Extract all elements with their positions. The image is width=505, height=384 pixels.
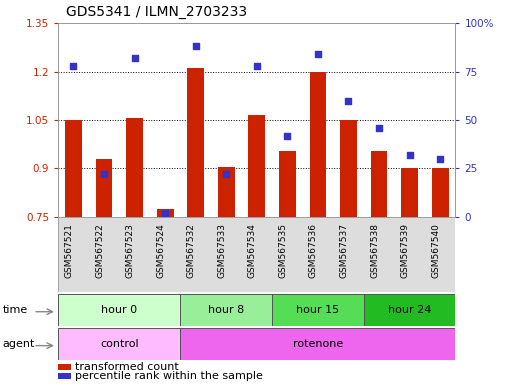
Point bbox=[435, 156, 443, 162]
Text: GSM567539: GSM567539 bbox=[400, 223, 409, 278]
Point bbox=[313, 51, 321, 57]
Text: GSM567540: GSM567540 bbox=[430, 223, 439, 278]
Text: percentile rank within the sample: percentile rank within the sample bbox=[75, 371, 262, 381]
Point bbox=[374, 125, 382, 131]
Point bbox=[344, 98, 352, 104]
Point bbox=[130, 55, 138, 61]
Bar bbox=[431, 169, 447, 217]
Bar bbox=[65, 120, 82, 217]
Text: GSM567535: GSM567535 bbox=[278, 223, 287, 278]
Bar bbox=[58, 364, 71, 370]
Bar bbox=[58, 373, 71, 379]
Text: GSM567524: GSM567524 bbox=[156, 223, 165, 278]
Bar bbox=[126, 118, 143, 217]
Text: hour 24: hour 24 bbox=[387, 305, 430, 315]
Text: GSM567532: GSM567532 bbox=[186, 223, 195, 278]
Bar bbox=[272, 294, 363, 326]
Point bbox=[100, 171, 108, 177]
Point bbox=[191, 43, 199, 50]
Text: agent: agent bbox=[3, 339, 35, 349]
Point bbox=[161, 210, 169, 216]
Text: control: control bbox=[100, 339, 138, 349]
Bar bbox=[95, 159, 112, 217]
Bar bbox=[180, 328, 454, 360]
Point bbox=[222, 171, 230, 177]
Bar bbox=[309, 71, 326, 217]
Text: GSM567538: GSM567538 bbox=[369, 223, 378, 278]
Text: hour 15: hour 15 bbox=[296, 305, 339, 315]
Text: GSM567521: GSM567521 bbox=[64, 223, 73, 278]
Text: rotenone: rotenone bbox=[292, 339, 342, 349]
Text: hour 0: hour 0 bbox=[101, 305, 137, 315]
Text: transformed count: transformed count bbox=[75, 362, 178, 372]
Bar bbox=[400, 169, 417, 217]
Text: GSM567534: GSM567534 bbox=[247, 223, 256, 278]
Bar bbox=[278, 151, 295, 217]
Text: GSM567537: GSM567537 bbox=[339, 223, 348, 278]
Point bbox=[283, 132, 291, 139]
Bar bbox=[218, 167, 234, 217]
Bar bbox=[363, 294, 454, 326]
Text: GSM567522: GSM567522 bbox=[95, 223, 104, 278]
Bar bbox=[58, 294, 180, 326]
Bar bbox=[180, 294, 272, 326]
Bar bbox=[370, 151, 387, 217]
Text: hour 8: hour 8 bbox=[208, 305, 244, 315]
Point bbox=[405, 152, 413, 158]
Bar bbox=[58, 328, 180, 360]
Point bbox=[252, 63, 261, 69]
Bar bbox=[339, 120, 356, 217]
Text: GSM567523: GSM567523 bbox=[125, 223, 134, 278]
Bar bbox=[58, 217, 454, 292]
Bar bbox=[187, 68, 204, 217]
Text: time: time bbox=[3, 305, 28, 315]
Text: GSM567536: GSM567536 bbox=[308, 223, 317, 278]
Text: GDS5341 / ILMN_2703233: GDS5341 / ILMN_2703233 bbox=[66, 5, 247, 19]
Bar bbox=[157, 209, 173, 217]
Bar bbox=[248, 115, 265, 217]
Point bbox=[69, 63, 77, 69]
Text: GSM567533: GSM567533 bbox=[217, 223, 226, 278]
